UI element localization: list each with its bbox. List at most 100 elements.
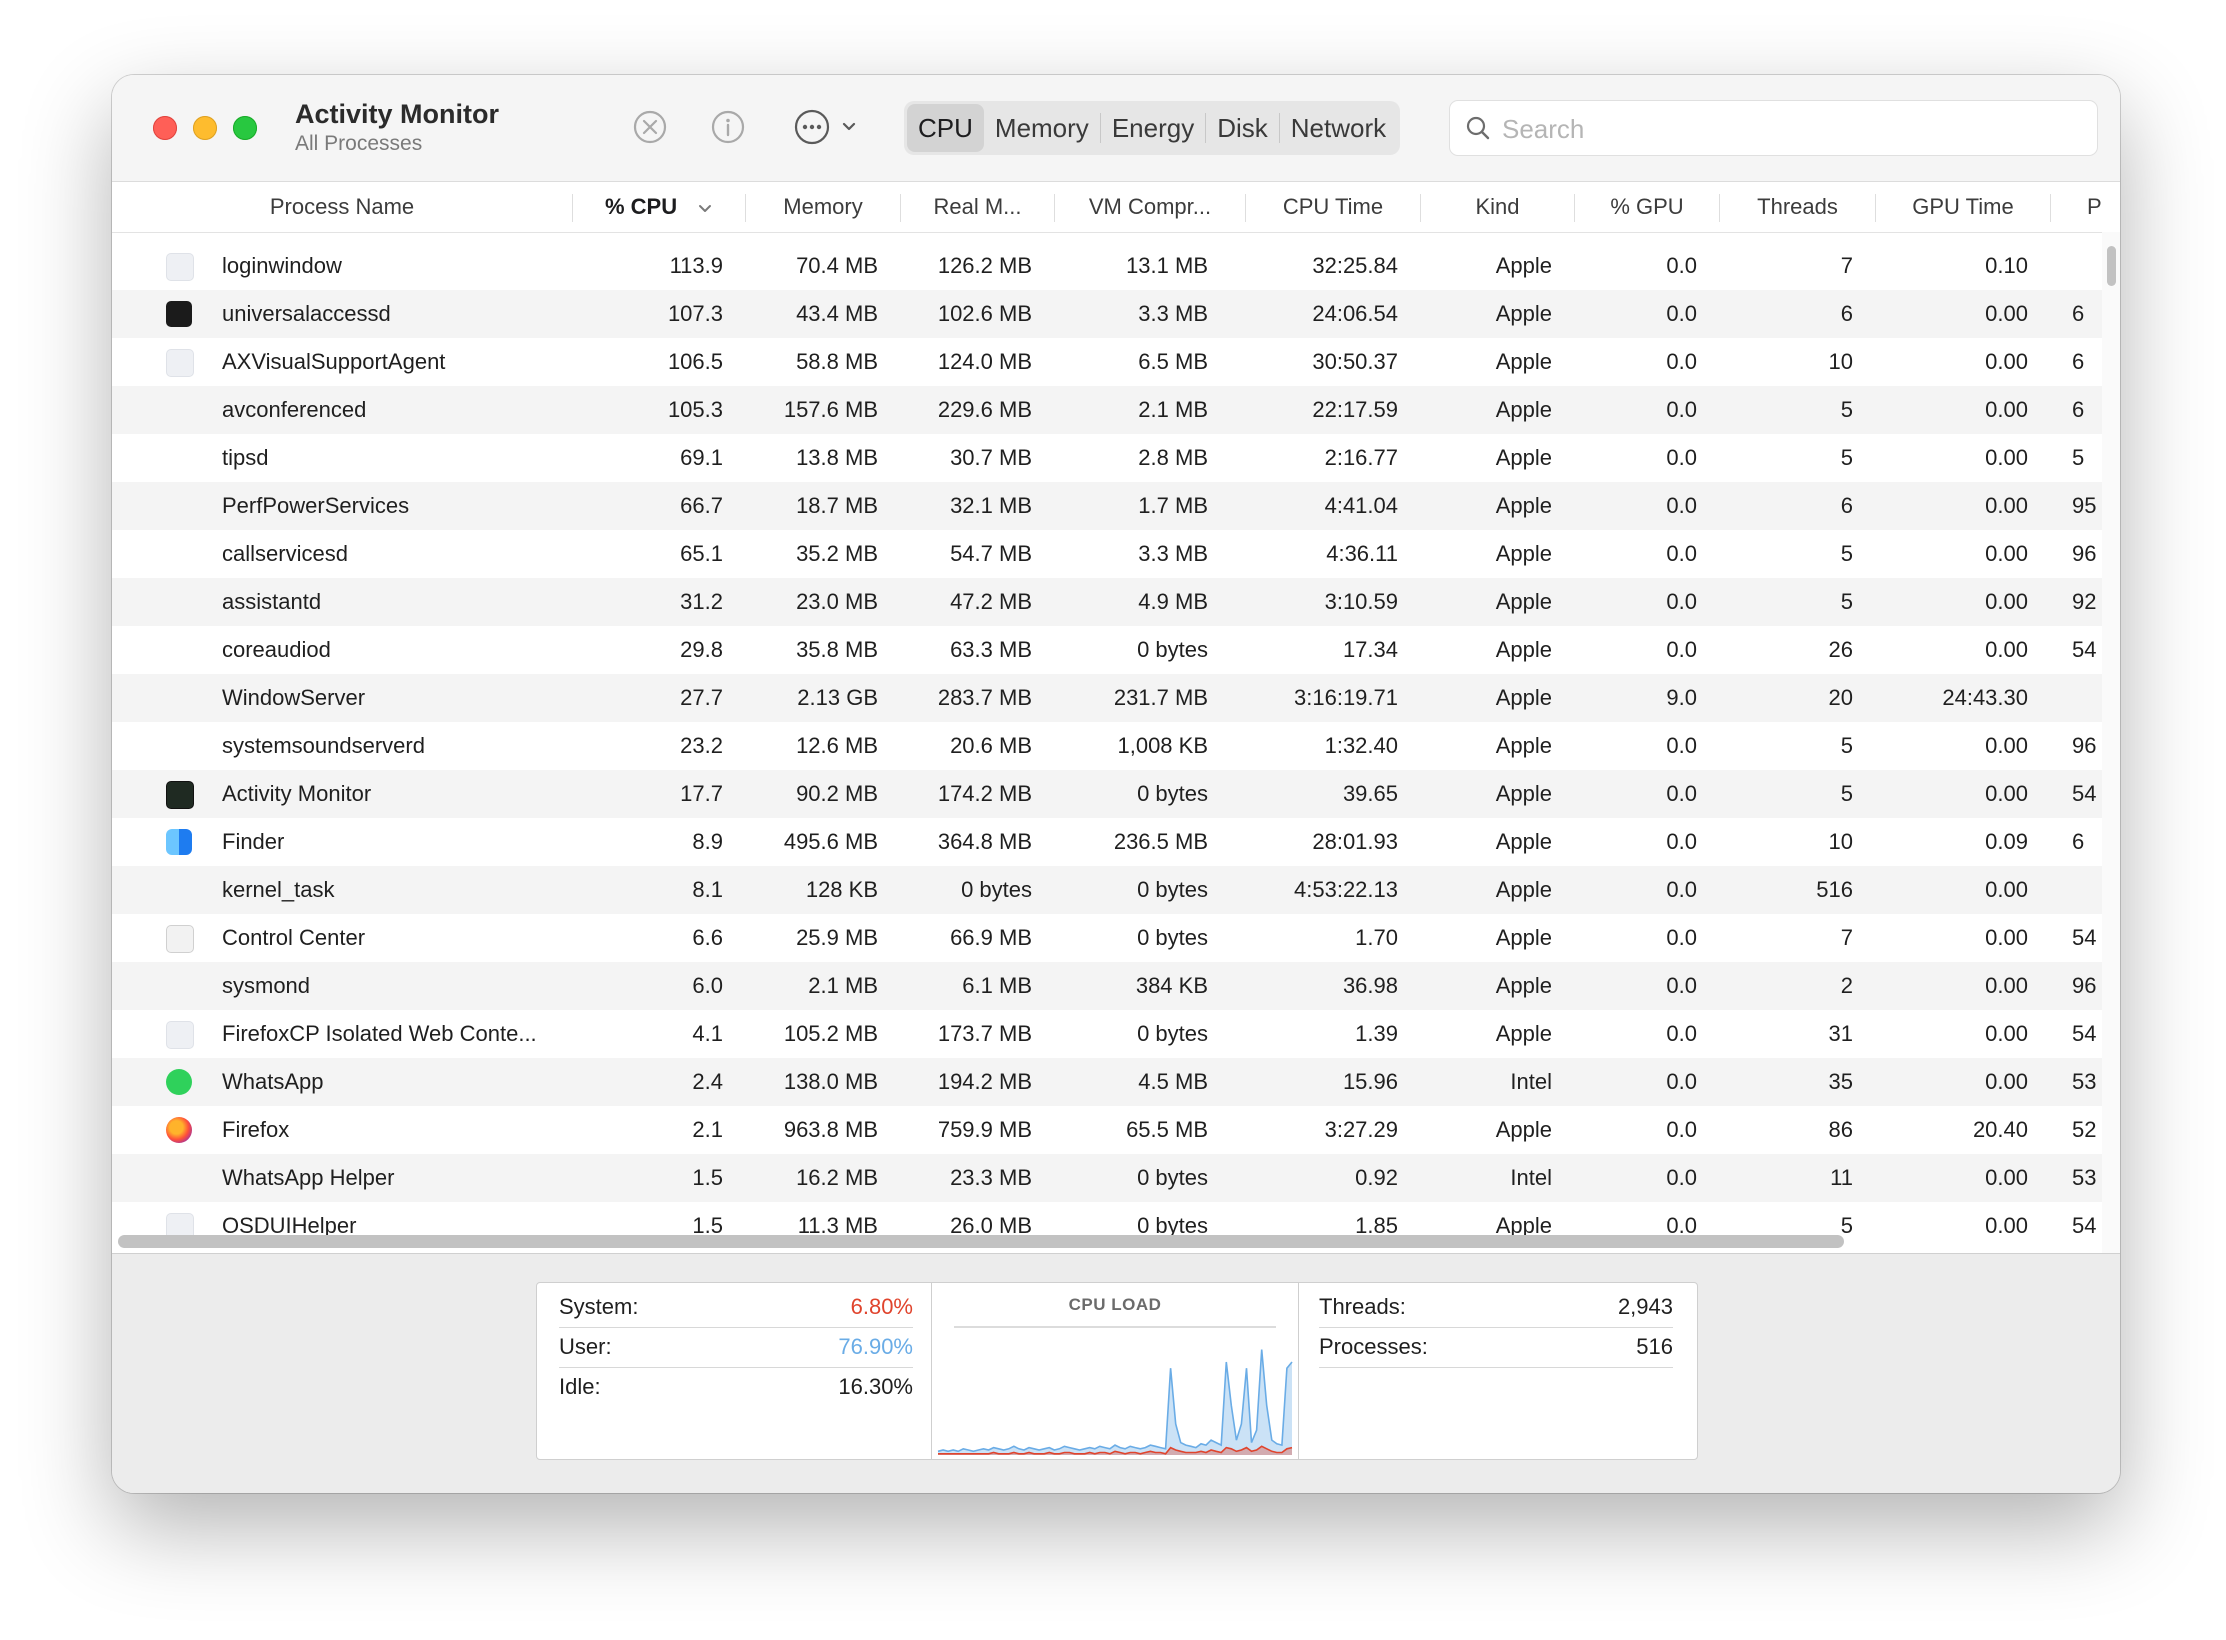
horizontal-scroll-thumb[interactable] bbox=[118, 1235, 1844, 1248]
process-name-cell: WindowServer bbox=[222, 685, 366, 710]
user-load-area bbox=[938, 1349, 1292, 1455]
cpu-time-cell: 0.92 bbox=[1355, 1165, 1398, 1190]
vertical-scroll-thumb[interactable] bbox=[2107, 246, 2116, 286]
threads-cell: 35 bbox=[1828, 1069, 1853, 1094]
memory-cell: 25.9 MB bbox=[796, 925, 878, 950]
tab-energy[interactable]: Energy bbox=[1111, 113, 1195, 143]
user-label: User: bbox=[559, 1334, 612, 1359]
vm-compressed-cell: 4.5 MB bbox=[1138, 1069, 1208, 1094]
memory-cell: 43.4 MB bbox=[796, 301, 878, 326]
real-memory-cell: 283.7 MB bbox=[937, 685, 1032, 710]
process-row[interactable]: Finder 8.9 495.6 MB 364.8 MB 236.5 MB 28:01.9… bbox=[112, 818, 2102, 866]
memory-cell: 11.3 MB bbox=[797, 1213, 878, 1238]
process-row[interactable]: WhatsApp Helper 1.5 16.2 MB 23.3 MB 0 bytes 0… bbox=[112, 1154, 2102, 1202]
vm-compressed-cell: 236.5 MB bbox=[1113, 829, 1208, 854]
user-value: 76.90% bbox=[838, 1334, 913, 1359]
process-name-cell: avconferenced bbox=[222, 397, 367, 422]
cpu-load-chart bbox=[937, 1326, 1293, 1455]
tab-divider bbox=[1278, 113, 1280, 143]
process-row[interactable]: systemsoundserverd 23.2 12.6 MB 20.6 MB 1,00… bbox=[112, 722, 2102, 770]
process-name-cell: Finder bbox=[222, 829, 285, 854]
cpu-load-title: CPU LOAD bbox=[1068, 1295, 1162, 1314]
gpu-time-cell: 20.40 bbox=[1972, 1117, 2028, 1142]
column-cpu-time[interactable]: CPU Time bbox=[1282, 194, 1384, 219]
search-field[interactable] bbox=[1449, 100, 2098, 157]
gpu-time-cell: 0.00 bbox=[1985, 973, 2028, 998]
memory-cell: 12.6 MB bbox=[796, 733, 878, 758]
vertical-scrollbar[interactable] bbox=[2102, 232, 2120, 1310]
process-row[interactable]: sysmond 6.0 2.1 MB 6.1 MB 384 KB 36.98 Apple 0.… bbox=[112, 962, 2102, 1010]
column-divider bbox=[2050, 194, 2051, 222]
close-window-button[interactable] bbox=[153, 116, 177, 140]
column-threads[interactable]: Threads bbox=[1757, 194, 1838, 219]
threads-cell: 5 bbox=[1840, 397, 1853, 422]
gpu-percent-cell: 0.0 bbox=[1666, 925, 1697, 950]
column-vm-compressed[interactable]: VM Compr... bbox=[1088, 194, 1212, 219]
minimize-window-button[interactable] bbox=[193, 116, 217, 140]
process-row[interactable]: Firefox 2.1 963.8 MB 759.9 MB 65.5 MB 3:27.29… bbox=[112, 1106, 2102, 1154]
cpu-time-cell: 4:41.04 bbox=[1324, 493, 1398, 518]
kind-cell: Apple bbox=[1495, 445, 1552, 470]
process-row[interactable]: FirefoxCP Isolated Web Conte... 4.1 105.2 … bbox=[112, 1010, 2102, 1058]
process-row[interactable]: avconferenced 105.3 157.6 MB 229.6 MB 2.1 MB… bbox=[112, 386, 2102, 434]
column-divider bbox=[572, 194, 573, 222]
gpu-time-cell: 0.00 bbox=[1985, 397, 2028, 422]
process-row[interactable]: WindowServer 27.7 2.13 GB 283.7 MB 231.7 MB 3… bbox=[112, 674, 2102, 722]
column-process-name[interactable]: Process Name bbox=[269, 194, 415, 219]
search-input[interactable] bbox=[1500, 101, 2084, 157]
cpu-time-cell: 28:01.93 bbox=[1312, 829, 1398, 854]
column-pid[interactable]: P bbox=[2087, 194, 2102, 219]
real-memory-cell: 20.6 MB bbox=[950, 733, 1032, 758]
process-row[interactable]: tipsd 69.1 13.8 MB 30.7 MB 2.8 MB 2:16.77 Appl… bbox=[112, 434, 2102, 482]
process-row[interactable]: PerfPowerServices 66.7 18.7 MB 32.1 MB 1.7 M… bbox=[112, 482, 2102, 530]
kind-cell: Apple bbox=[1495, 589, 1552, 614]
real-memory-cell: 30.7 MB bbox=[950, 445, 1032, 470]
process-row[interactable]: AXVisualSupportAgent 106.5 58.8 MB 124.0 MB… bbox=[112, 338, 2102, 386]
tab-divider bbox=[1205, 113, 1207, 143]
stop-process-button[interactable] bbox=[628, 105, 672, 149]
process-row[interactable]: callservicesd 65.1 35.2 MB 54.7 MB 3.3 MB 4:3… bbox=[112, 530, 2102, 578]
column-divider bbox=[900, 194, 901, 222]
pid-cell: 96 bbox=[2072, 541, 2097, 566]
process-row[interactable]: universalaccessd 107.3 43.4 MB 102.6 MB 3.3 … bbox=[112, 290, 2102, 338]
zoom-window-button[interactable] bbox=[233, 116, 257, 140]
tab-cpu[interactable]: CPU bbox=[907, 104, 984, 152]
column-memory[interactable]: Memory bbox=[783, 194, 863, 219]
more-actions-menu-button[interactable] bbox=[786, 105, 866, 149]
tab-memory[interactable]: Memory bbox=[994, 113, 1089, 143]
process-row[interactable]: kernel_task 8.1 128 KB 0 bytes 0 bytes 4:53:2… bbox=[112, 866, 2102, 914]
view-tabs: CPU Memory Energy Disk Network bbox=[904, 101, 1401, 155]
column-kind[interactable]: Kind bbox=[1475, 194, 1520, 219]
process-row[interactable]: WhatsApp 2.4 138.0 MB 194.2 MB 4.5 MB 15.96 In… bbox=[112, 1058, 2102, 1106]
real-memory-cell: 32.1 MB bbox=[950, 493, 1032, 518]
terminal-icon bbox=[166, 301, 192, 327]
tab-disk[interactable]: Disk bbox=[1217, 113, 1268, 143]
cpu-percent-cell: 8.1 bbox=[692, 877, 723, 902]
column-gpu-percent[interactable]: % GPU bbox=[1610, 194, 1684, 219]
finder-icon bbox=[166, 829, 192, 855]
process-name-cell: OSDUIHelper bbox=[222, 1213, 357, 1238]
threads-cell: 10 bbox=[1828, 829, 1853, 854]
process-row[interactable]: coreaudiod 29.8 35.8 MB 63.3 MB 0 bytes 17.34… bbox=[112, 626, 2102, 674]
process-row[interactable]: Control Center 6.6 25.9 MB 66.9 MB 0 bytes 1.… bbox=[112, 914, 2102, 962]
column-gpu-time[interactable]: GPU Time bbox=[1912, 194, 2014, 219]
generic-app-icon bbox=[166, 349, 194, 377]
process-row[interactable]: Activity Monitor 17.7 90.2 MB 174.2 MB 0 byt… bbox=[112, 770, 2102, 818]
memory-cell: 23.0 MB bbox=[796, 589, 878, 614]
vm-compressed-cell: 2.1 MB bbox=[1138, 397, 1208, 422]
process-row[interactable]: assistantd 31.2 23.0 MB 47.2 MB 4.9 MB 3:10.5… bbox=[112, 578, 2102, 626]
horizontal-scrollbar[interactable] bbox=[112, 1230, 2102, 1252]
real-memory-cell: 194.2 MB bbox=[937, 1069, 1032, 1094]
column-cpu-percent[interactable]: % CPU bbox=[573, 182, 713, 232]
tab-network[interactable]: Network bbox=[1290, 113, 1387, 143]
process-row[interactable]: loginwindow 113.9 70.4 MB 126.2 MB 13.1 MB 32… bbox=[112, 242, 2102, 290]
column-real-memory[interactable]: Real M... bbox=[933, 194, 1022, 219]
pid-cell: 54 bbox=[2072, 1021, 2097, 1046]
inspect-process-button[interactable] bbox=[706, 105, 750, 149]
real-memory-cell: 63.3 MB bbox=[950, 637, 1032, 662]
vm-compressed-cell: 2.8 MB bbox=[1138, 445, 1208, 470]
memory-cell: 963.8 MB bbox=[783, 1117, 878, 1142]
column-divider bbox=[1875, 194, 1876, 222]
process-name-cell: assistantd bbox=[222, 589, 322, 614]
cpu-percent-cell: 17.7 bbox=[680, 781, 723, 806]
